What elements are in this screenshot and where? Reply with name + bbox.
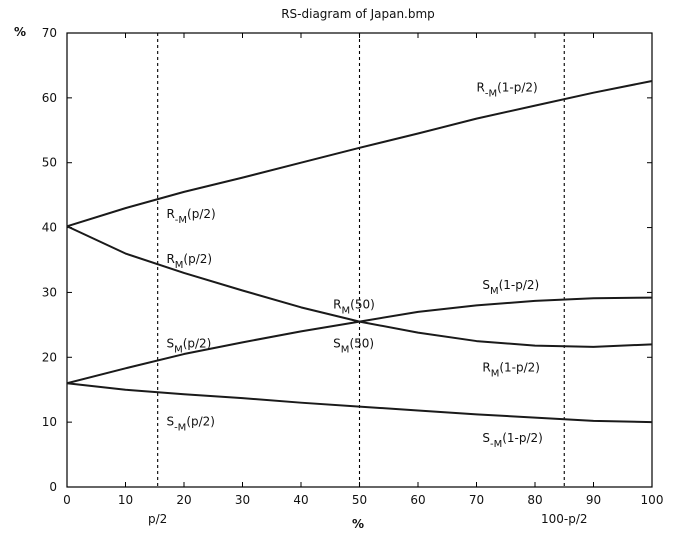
curve-annotation-1: R-M(p/2): [166, 207, 215, 226]
x-tick-label-4: 40: [293, 493, 308, 507]
x-tick-label-10: 100: [641, 493, 664, 507]
chart-title: RS-diagram of Japan.bmp: [281, 7, 435, 21]
y-tick-label-4: 40: [42, 221, 57, 235]
axis-ticks: 0 10 20 30 40 50 60 70 80 90 100 0 10 20 30 40 50 60 70: [42, 26, 664, 507]
curve-annotation-3: RM(50): [333, 298, 375, 317]
x-tick-label-5: 50: [352, 493, 367, 507]
x-tick-label-7: 70: [469, 493, 484, 507]
y-tick-label-6: 60: [42, 91, 57, 105]
curve-annotations: R-M(1-p/2) R-M(p/2) RM(p/2) RM(50) SM(50) SM(…: [166, 80, 542, 450]
curve-annotation-0: R-M(1-p/2): [477, 80, 538, 99]
series-line-s_pos: [66, 296, 653, 385]
x-tick-label-3: 30: [235, 493, 250, 507]
curve-annotation-7: RM(1-p/2): [482, 361, 540, 380]
series-line-r_neg: [66, 80, 653, 228]
series-line-s_neg: [66, 382, 653, 424]
x-axis-unit-label: %: [352, 517, 364, 531]
x-tick-label-8: 80: [527, 493, 542, 507]
reference-line-label-2: 100-p/2: [541, 512, 588, 526]
x-tick-label-9: 90: [586, 493, 601, 507]
x-tick-label-0: 0: [63, 493, 71, 507]
y-axis-unit-label: %: [14, 25, 26, 39]
curve-annotation-4: SM(50): [333, 337, 374, 356]
reference-line-label-0: p/2: [148, 512, 167, 526]
y-tick-label-3: 30: [42, 285, 57, 299]
curve-annotation-6: SM(1-p/2): [482, 278, 539, 297]
curve-annotation-8: S-M(p/2): [166, 414, 215, 433]
x-tick-label-1: 10: [118, 493, 133, 507]
curve-annotation-5: SM(p/2): [166, 337, 211, 356]
x-tick-label-2: 20: [176, 493, 191, 507]
y-tick-label-5: 50: [42, 156, 57, 170]
reference-lines: p/2 100-p/2: [148, 33, 588, 526]
series-lines: [66, 80, 653, 424]
y-tick-label-1: 10: [42, 415, 57, 429]
curve-annotation-2: RM(p/2): [166, 252, 212, 271]
y-tick-label-2: 20: [42, 350, 57, 364]
y-tick-label-7: 70: [42, 26, 57, 40]
y-tick-label-0: 0: [49, 480, 57, 494]
x-tick-label-6: 60: [410, 493, 425, 507]
curve-annotation-9: S-M(1-p/2): [482, 431, 542, 450]
